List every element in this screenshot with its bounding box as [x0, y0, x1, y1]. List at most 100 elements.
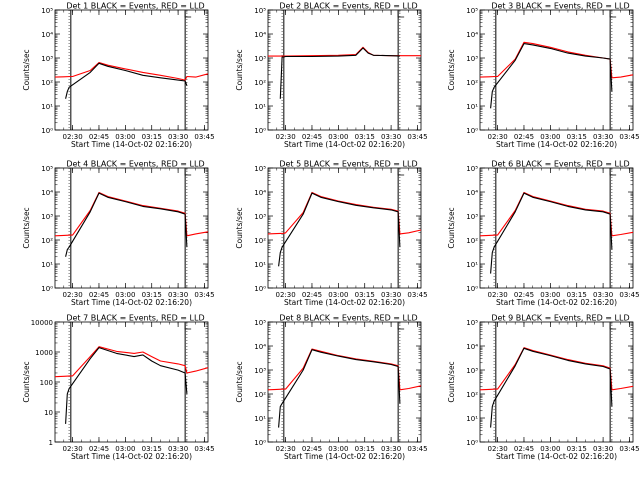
x-tick-label: 02:45 [302, 445, 322, 453]
x-tick-label: 03:00 [328, 291, 348, 299]
y-tick-label: 10⁰ [466, 439, 478, 447]
x-tick-label: 02:30 [487, 445, 507, 453]
y-tick-label: 10⁰ [466, 285, 478, 293]
x-tick-label: 03:45 [619, 291, 639, 299]
y-tick-label: 10⁴ [41, 189, 53, 197]
x-tick-label: 03:15 [355, 291, 375, 299]
events-series-line [490, 192, 613, 274]
x-tick-label: 03:15 [142, 291, 162, 299]
y-tick-label: 10³ [466, 213, 478, 221]
y-tick-label: 10⁵ [254, 165, 266, 173]
y-tick-label: 1000 [35, 349, 53, 357]
x-tick-label: 02:30 [62, 291, 82, 299]
y-axis-label: Counts/sec [447, 49, 456, 90]
x-axis-label: Start Time (14-Oct-02 02:16:20) [496, 298, 617, 307]
plot-frame [479, 321, 634, 443]
y-tick-label: 10⁰ [254, 127, 266, 135]
y-tick-label: 10² [466, 391, 478, 399]
chart-title: Det 8 BLACK = Events, RED = LLD [279, 314, 417, 323]
panel-det-4: Det 4 BLACK = Events, RED = LLD 10⁰ 10¹ 10²… [22, 160, 215, 308]
x-tick-label: 03:30 [593, 133, 613, 141]
x-tick-label: 03:00 [328, 133, 348, 141]
x-tick-label: 03:00 [115, 133, 135, 141]
x-tick-label: 03:30 [168, 445, 188, 453]
y-tick-label: 10² [254, 391, 266, 399]
x-tick-label: 02:45 [89, 445, 109, 453]
x-tick-label: 03:30 [168, 291, 188, 299]
y-tick-label: 10⁴ [254, 31, 266, 39]
x-tick-label: 03:00 [328, 445, 348, 453]
y-tick-label: 10¹ [254, 415, 266, 423]
marker-flag [184, 11, 192, 18]
x-tick-label: 03:15 [567, 445, 587, 453]
x-tick-label: 02:45 [89, 133, 109, 141]
chart-title: Det 9 BLACK = Events, RED = LLD [491, 314, 629, 323]
y-tick-label: 10⁰ [466, 127, 478, 135]
x-tick-label: 03:45 [194, 133, 214, 141]
y-tick-label: 10⁵ [466, 319, 478, 327]
marker-flag [609, 11, 617, 18]
y-tick-label: 10¹ [41, 261, 53, 269]
x-tick-label: 03:00 [540, 291, 560, 299]
y-tick-label: 10² [41, 79, 53, 87]
x-tick-label: 03:15 [355, 445, 375, 453]
y-tick-label: 10² [254, 237, 266, 245]
chart-title: Det 6 BLACK = Events, RED = LLD [491, 160, 629, 169]
x-tick-label: 02:45 [514, 445, 534, 453]
x-tick-label: 02:30 [487, 133, 507, 141]
events-series-line [490, 347, 613, 428]
y-tick-label: 10³ [41, 213, 53, 221]
y-axis-label: Counts/sec [235, 361, 244, 402]
marker-flag [397, 169, 405, 176]
y-tick-label: 10¹ [254, 103, 266, 111]
panel-det-6: Det 6 BLACK = Events, RED = LLD 10⁰ 10¹ 10²… [447, 160, 640, 308]
events-series-line [278, 192, 401, 267]
panel-det-8: Det 8 BLACK = Events, RED = LLD 10⁰ 10¹ 10²… [235, 314, 428, 462]
y-tick-label: 10² [254, 79, 266, 87]
y-tick-label: 10⁰ [254, 439, 266, 447]
y-axis-label: Counts/sec [447, 207, 456, 248]
x-tick-label: 03:30 [381, 291, 401, 299]
x-tick-label: 03:00 [115, 445, 135, 453]
y-tick-label: 10⁵ [41, 7, 53, 15]
marker-flag [184, 169, 192, 176]
y-tick-label: 10⁴ [466, 31, 478, 39]
panel-det-9: Det 9 BLACK = Events, RED = LLD 10⁰ 10¹ 10²… [447, 314, 640, 462]
x-tick-label: 03:30 [381, 133, 401, 141]
x-tick-label: 03:15 [142, 445, 162, 453]
y-tick-label: 10⁴ [41, 31, 53, 39]
chart-title: Det 2 BLACK = Events, RED = LLD [279, 2, 417, 11]
marker-flag [609, 323, 617, 330]
y-tick-label: 100 [40, 379, 53, 387]
y-tick-label: 10⁵ [254, 7, 266, 15]
panel-det-1: Det 1 BLACK = Events, RED = LLD 10⁰ 10¹ 10²… [22, 2, 215, 150]
panel-det-2: Det 2 BLACK = Events, RED = LLD 10⁰ 10¹ 10²… [235, 2, 428, 150]
chart-title: Det 7 BLACK = Events, RED = LLD [66, 314, 204, 323]
y-tick-label: 10⁰ [41, 285, 53, 293]
panel-det-3: Det 3 BLACK = Events, RED = LLD 10⁰ 10¹ 10²… [447, 2, 640, 150]
y-tick-label: 10¹ [466, 103, 478, 111]
y-tick-label: 10⁰ [254, 285, 266, 293]
x-tick-label: 03:15 [355, 133, 375, 141]
events-series-line [65, 62, 188, 99]
plot-frame [54, 9, 209, 131]
plot-frame [267, 321, 422, 443]
x-tick-label: 02:30 [275, 133, 295, 141]
x-axis-label: Start Time (14-Oct-02 02:16:20) [496, 140, 617, 149]
y-tick-label: 10⁵ [254, 319, 266, 327]
x-tick-label: 03:30 [593, 291, 613, 299]
y-tick-label: 10⁵ [466, 7, 478, 15]
x-tick-label: 03:45 [619, 133, 639, 141]
y-tick-label: 10³ [466, 367, 478, 375]
x-axis-label: Start Time (14-Oct-02 02:16:20) [284, 298, 405, 307]
y-axis-label: Counts/sec [22, 207, 31, 248]
plot-frame [54, 167, 209, 289]
chart-title: Det 5 BLACK = Events, RED = LLD [279, 160, 417, 169]
y-tick-label: 10⁵ [466, 165, 478, 173]
events-series-line [65, 347, 188, 424]
x-tick-label: 02:45 [302, 133, 322, 141]
chart-title: Det 4 BLACK = Events, RED = LLD [66, 160, 204, 169]
chart-title: Det 1 BLACK = Events, RED = LLD [66, 2, 204, 11]
